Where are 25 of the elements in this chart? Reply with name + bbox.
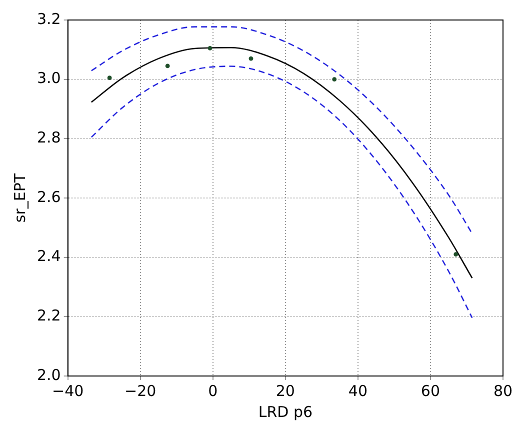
x-tick-label: 60 — [420, 382, 440, 400]
x-tick-label: 80 — [493, 382, 513, 400]
y-tick-label: 3.2 — [36, 10, 61, 28]
x-tick-label: 40 — [348, 382, 368, 400]
point — [248, 56, 254, 61]
y-tick-label: 2.0 — [36, 366, 61, 384]
y-tick-label: 2.8 — [36, 128, 61, 147]
point — [454, 252, 458, 257]
point — [332, 77, 337, 82]
point — [208, 46, 212, 50]
y-axis-title: sr_EPT — [10, 172, 29, 223]
point — [165, 64, 170, 68]
y-tick-label: 3.0 — [36, 69, 61, 88]
line-series — [90, 66, 473, 319]
x-tick-label: −20 — [124, 382, 156, 400]
point — [107, 76, 112, 80]
x-tick-label: 0 — [208, 382, 218, 400]
line-series — [90, 46, 473, 279]
y-tick-label: 2.2 — [36, 306, 61, 325]
y-tick-label: 2.6 — [36, 188, 61, 206]
x-tick-label: −40 — [52, 382, 84, 400]
x-axis-title: LRD p6 — [258, 402, 313, 421]
x-tick-label: 20 — [276, 382, 295, 400]
y-tick-label: 2.4 — [36, 247, 61, 266]
line-series — [90, 26, 473, 234]
